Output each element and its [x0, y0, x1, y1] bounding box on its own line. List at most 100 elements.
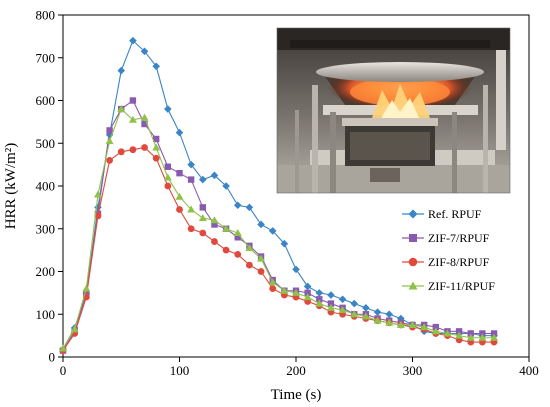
data-point [385, 318, 394, 326]
legend-label: ZIF-8/RPUF [428, 255, 490, 269]
data-point [431, 327, 440, 335]
data-point [187, 205, 196, 213]
x-axis-label: Time (s) [271, 387, 322, 403]
data-point [490, 330, 498, 337]
legend-marker-diamond [408, 209, 418, 219]
y-axis-label: HRR (kW/m²) [3, 143, 19, 230]
inset-photo [277, 28, 510, 193]
data-point [373, 316, 382, 324]
data-point [117, 105, 126, 113]
data-point [338, 305, 347, 313]
data-point [199, 175, 207, 184]
data-point [176, 206, 183, 213]
x-tick-label: 400 [519, 363, 539, 378]
data-point [257, 268, 265, 275]
data-point [59, 344, 67, 352]
data-point [490, 333, 499, 341]
data-point [397, 314, 405, 323]
data-point [222, 182, 230, 190]
data-point [233, 201, 242, 210]
data-point [140, 113, 149, 121]
y-tick-labels: 0 100 200 300 400 500 600 700 800 [36, 8, 56, 365]
data-point [211, 221, 218, 228]
data-point [432, 323, 439, 331]
data-point [163, 173, 172, 181]
legend-marker-triangle [408, 281, 418, 290]
y-tick-label: 500 [36, 136, 56, 151]
data-point [187, 225, 195, 233]
data-point [326, 303, 335, 311]
x-tick-labels: 0 100 200 300 400 [60, 363, 539, 378]
data-point [175, 128, 184, 137]
data-point [117, 66, 126, 75]
data-point [338, 295, 347, 304]
data-point [396, 320, 405, 328]
x-tick-label: 0 [60, 363, 67, 378]
legend: Ref. RPUF ZIF-7/RPUF ZIF-8/RPUF ZIF-11/R… [402, 207, 495, 293]
data-point [257, 220, 265, 229]
x-tick-label: 100 [170, 363, 190, 378]
legend-marker-circle [408, 257, 418, 267]
data-point [105, 130, 114, 139]
data-point [303, 293, 312, 301]
y-tick-label: 600 [36, 93, 56, 108]
data-point [304, 289, 311, 297]
data-point [269, 285, 277, 292]
data-point [420, 323, 429, 331]
data-point [198, 214, 207, 222]
legend-label: ZIF-7/RPUF [428, 231, 490, 245]
data-point [303, 282, 312, 291]
data-point [152, 62, 160, 71]
data-point [152, 143, 161, 151]
x-tick-label: 300 [403, 363, 423, 378]
y-tick-label: 700 [36, 50, 56, 65]
legend-item-zif11-rpuf: ZIF-11/RPUF [402, 279, 495, 293]
data-point [141, 120, 148, 128]
data-point [117, 148, 125, 156]
data-point [211, 238, 218, 245]
y-tick-label: 800 [36, 8, 56, 23]
data-point [234, 251, 242, 258]
data-point [82, 284, 91, 292]
legend-label: ZIF-11/RPUF [428, 279, 495, 293]
data-point [316, 296, 323, 303]
data-point [106, 127, 113, 134]
y-tick-label: 0 [49, 350, 56, 365]
series-layer [59, 36, 499, 354]
data-point [187, 160, 195, 169]
data-point [280, 239, 289, 248]
data-point [140, 47, 149, 56]
legend-label: Ref. RPUF [428, 207, 482, 221]
data-point [455, 331, 464, 339]
data-point [129, 146, 137, 154]
y-tick-label: 200 [36, 264, 56, 279]
legend-marker-square [409, 234, 417, 242]
data-point [106, 156, 113, 164]
y-tick-label: 400 [36, 179, 56, 194]
data-point [199, 204, 206, 211]
data-point [210, 216, 219, 224]
data-point [292, 265, 300, 274]
data-point [361, 312, 370, 320]
data-point [455, 328, 463, 335]
data-point [280, 286, 289, 294]
legend-item-ref-rpuf: Ref. RPUF [402, 207, 482, 221]
data-point [199, 229, 207, 237]
data-point [245, 243, 254, 251]
legend-item-zif8-rpuf: ZIF-8/RPUF [402, 255, 490, 269]
data-point [292, 288, 300, 296]
data-point [176, 169, 183, 177]
data-point [350, 310, 359, 318]
data-point [385, 310, 393, 319]
data-point [443, 329, 452, 337]
data-point [467, 330, 474, 337]
data-point [234, 234, 241, 241]
data-point [479, 330, 486, 337]
series-zif-11-rpuf [59, 105, 499, 352]
x-tick-label: 200 [286, 363, 306, 378]
data-point [153, 135, 160, 143]
data-point [222, 224, 231, 232]
data-point [315, 289, 324, 297]
data-point [245, 203, 254, 212]
